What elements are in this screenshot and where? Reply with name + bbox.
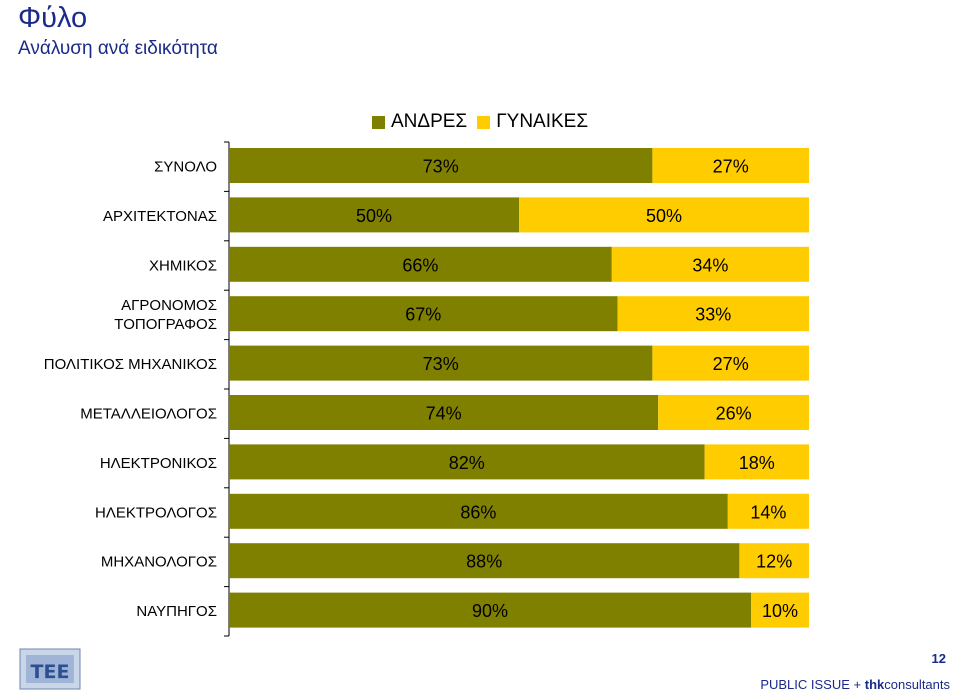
- data-label-women: 14%: [750, 502, 786, 522]
- data-label-men: 88%: [466, 552, 502, 572]
- bar-segment-men: [229, 197, 519, 233]
- bar-segment-men: [229, 493, 728, 529]
- data-label-men: 90%: [472, 601, 508, 621]
- data-label-women: 26%: [716, 404, 752, 424]
- bar-segment-men: [229, 345, 653, 381]
- data-label-women: 18%: [739, 453, 775, 473]
- bar-segment-women: [658, 395, 809, 430]
- footer-brand-bold: thk: [864, 677, 885, 692]
- page-number: 12: [931, 651, 946, 666]
- bar-segment-men: [229, 444, 705, 480]
- category-label: ΧΗΜΙΚΟΣ: [149, 257, 217, 274]
- category-label: ΝΑΥΠΗΓΟΣ: [136, 603, 217, 620]
- data-label-men: 86%: [460, 502, 496, 522]
- bar-segment-men: [229, 395, 659, 430]
- data-label-men: 50%: [356, 206, 392, 226]
- category-label: ΣΥΝΟΛΟ: [154, 159, 217, 176]
- legend-swatch-women: [477, 115, 491, 129]
- legend-label-women: ΓΥΝΑΙΚΕΣ: [496, 111, 589, 132]
- category-label: ΤΟΠΟΓΡΑΦΟΣ: [114, 316, 217, 333]
- data-label-men: 82%: [449, 453, 485, 473]
- bar-segment-women: [611, 246, 809, 282]
- data-label-men: 73%: [423, 354, 459, 374]
- tee-logo-icon: ΤΕΕ: [19, 648, 81, 690]
- data-label-men: 66%: [402, 255, 438, 275]
- data-label-men: 74%: [426, 404, 462, 424]
- data-label-men: 73%: [423, 157, 459, 177]
- data-label-women: 10%: [762, 601, 798, 621]
- data-label-women: 50%: [646, 206, 682, 226]
- bar-segment-men: [229, 246, 612, 282]
- data-label-women: 27%: [713, 157, 749, 177]
- footer-brand-prefix: PUBLIC ISSUE +: [760, 677, 865, 692]
- category-label: ΗΛΕΚΤΡΟΝΙΚΟΣ: [100, 455, 217, 472]
- category-label: ΗΛΕΚΤΡΟΛΟΓΟΣ: [95, 504, 217, 521]
- bar-segment-men: [229, 296, 618, 332]
- bar-segment-women: [652, 148, 809, 183]
- data-label-women: 27%: [713, 354, 749, 374]
- category-label: ΑΡΧΙΤΕΚΤΟΝΑΣ: [103, 208, 217, 225]
- bar-segment-women: [751, 592, 809, 628]
- bar-segment-women: [617, 296, 809, 332]
- chart-legend: ΑΝΔΡΕΣ ΓΥΝΑΙΚΕΣ: [372, 110, 598, 134]
- category-label: ΜΕΤΑΛΛΕΙΟΛΟΓΟΣ: [80, 406, 217, 423]
- category-label: ΠΟΛΙΤΙΚΟΣ ΜΗΧΑΝΙΚΟΣ: [44, 356, 217, 373]
- bar-segment-men: [229, 592, 751, 628]
- data-label-men: 67%: [405, 305, 441, 325]
- bar-segment-women: [652, 345, 809, 381]
- bar-segment-women: [727, 493, 809, 529]
- legend-swatch-men: [372, 115, 385, 129]
- bar-segment-women: [519, 197, 809, 233]
- footer-brand-suffix: consultants: [884, 677, 950, 692]
- bar-segment-women: [704, 444, 809, 480]
- data-label-women: 12%: [756, 552, 792, 572]
- bar-segment-men: [229, 543, 740, 579]
- category-label: ΜΗΧΑΝΟΛΟΓΟΣ: [101, 554, 217, 571]
- legend-label-men: ΑΝΔΡΕΣ: [391, 111, 468, 132]
- data-label-women: 34%: [692, 255, 728, 275]
- page-title: Φύλο: [18, 2, 88, 34]
- bar-segment-women: [739, 543, 809, 579]
- data-label-women: 33%: [695, 305, 731, 325]
- legend-item-men: ΑΝΔΡΕΣ: [372, 111, 467, 133]
- category-label: ΑΓΡΟΝΟΜΟΣ: [121, 297, 217, 314]
- page-subtitle: Ανάλυση ανά ειδικότητα: [18, 38, 218, 59]
- legend-item-women: ΓΥΝΑΙΚΕΣ: [477, 111, 588, 133]
- footer-brand: PUBLIC ISSUE + thkconsultants: [760, 677, 950, 692]
- logo-text: ΤΕΕ: [31, 661, 70, 683]
- bar-segment-men: [229, 148, 653, 183]
